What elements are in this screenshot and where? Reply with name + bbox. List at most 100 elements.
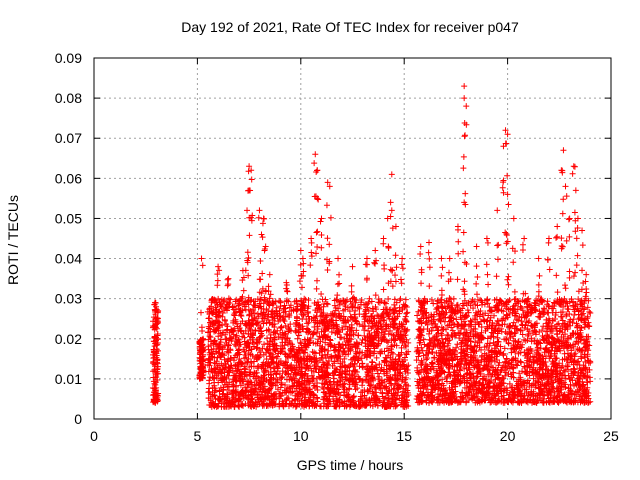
grid-lines xyxy=(94,58,611,419)
data-point xyxy=(308,239,315,246)
data-point xyxy=(397,295,404,302)
data-point xyxy=(312,151,319,158)
data-point xyxy=(154,330,161,337)
data-point xyxy=(198,324,205,331)
data-point xyxy=(215,324,222,331)
data-point xyxy=(152,306,159,313)
data-point xyxy=(398,378,405,385)
data-point xyxy=(426,330,433,337)
data-point xyxy=(224,282,231,289)
data-point xyxy=(326,241,333,248)
data-point xyxy=(246,187,253,194)
data-point xyxy=(398,261,405,268)
data-point xyxy=(259,270,266,277)
data-point xyxy=(225,372,232,379)
data-point xyxy=(358,355,365,362)
data-point xyxy=(399,255,406,262)
data-point xyxy=(324,235,331,242)
data-point xyxy=(206,333,213,340)
data-point xyxy=(250,332,257,339)
data-point xyxy=(154,320,161,327)
data-point xyxy=(198,255,205,262)
data-point xyxy=(314,244,321,251)
chart-title: Day 192 of 2021, Rate Of TEC Index for r… xyxy=(181,19,519,35)
data-point xyxy=(200,335,207,342)
data-point xyxy=(244,249,251,256)
data-point xyxy=(387,199,394,206)
data-point xyxy=(266,302,273,309)
data-point xyxy=(198,358,205,365)
data-point xyxy=(403,310,410,317)
data-point xyxy=(242,306,249,313)
data-point xyxy=(349,263,356,270)
data-point xyxy=(222,336,229,343)
data-point xyxy=(373,389,380,396)
data-point xyxy=(334,292,341,299)
data-point xyxy=(257,333,264,340)
data-point xyxy=(154,394,161,401)
data-point xyxy=(242,327,249,334)
data-point xyxy=(268,381,275,388)
data-point xyxy=(152,340,159,347)
data-point xyxy=(225,281,232,288)
data-point xyxy=(152,368,159,375)
data-point xyxy=(385,244,392,251)
data-point xyxy=(196,371,203,378)
data-point xyxy=(365,327,372,334)
data-point xyxy=(391,371,398,378)
data-point xyxy=(393,264,400,271)
data-point xyxy=(331,347,338,354)
data-point xyxy=(227,296,234,303)
data-point xyxy=(324,266,331,273)
data-point xyxy=(297,261,304,268)
data-point xyxy=(230,311,237,318)
data-point xyxy=(257,258,264,265)
data-point xyxy=(429,360,436,367)
data-point xyxy=(151,335,158,342)
data-point xyxy=(380,286,387,293)
data-point xyxy=(336,271,343,278)
data-point xyxy=(329,362,336,369)
data-point xyxy=(282,322,289,329)
data-point xyxy=(314,228,321,235)
data-point xyxy=(253,315,260,322)
data-point xyxy=(399,265,406,272)
data-point xyxy=(258,328,265,335)
data-point xyxy=(318,291,325,298)
data-point xyxy=(344,326,351,333)
data-point xyxy=(149,324,156,331)
data-point xyxy=(323,202,330,209)
data-point xyxy=(327,214,334,221)
data-point xyxy=(388,207,395,214)
data-point xyxy=(246,232,253,239)
data-point xyxy=(214,354,221,361)
data-point xyxy=(307,262,314,269)
data-point xyxy=(414,312,421,319)
data-point xyxy=(376,361,383,368)
data-point xyxy=(398,280,405,287)
data-point xyxy=(387,359,394,366)
data-point xyxy=(374,370,381,377)
data-point xyxy=(197,355,204,362)
data-point xyxy=(273,304,280,311)
data-point xyxy=(269,380,276,387)
data-point xyxy=(392,272,399,279)
data-point xyxy=(343,331,350,338)
data-point xyxy=(238,402,245,409)
data-point xyxy=(306,403,313,410)
data-point xyxy=(335,255,342,262)
data-point xyxy=(369,359,376,366)
data-point xyxy=(298,284,305,291)
data-point xyxy=(206,315,213,322)
data-point xyxy=(287,321,294,328)
data-point xyxy=(314,277,321,284)
data-point xyxy=(214,277,221,284)
data-point xyxy=(256,207,263,214)
data-point xyxy=(227,346,234,353)
data-points xyxy=(149,83,594,410)
data-point xyxy=(311,160,318,167)
data-point xyxy=(205,368,212,375)
data-point xyxy=(297,247,304,254)
data-point xyxy=(355,304,361,311)
data-point xyxy=(391,296,398,303)
